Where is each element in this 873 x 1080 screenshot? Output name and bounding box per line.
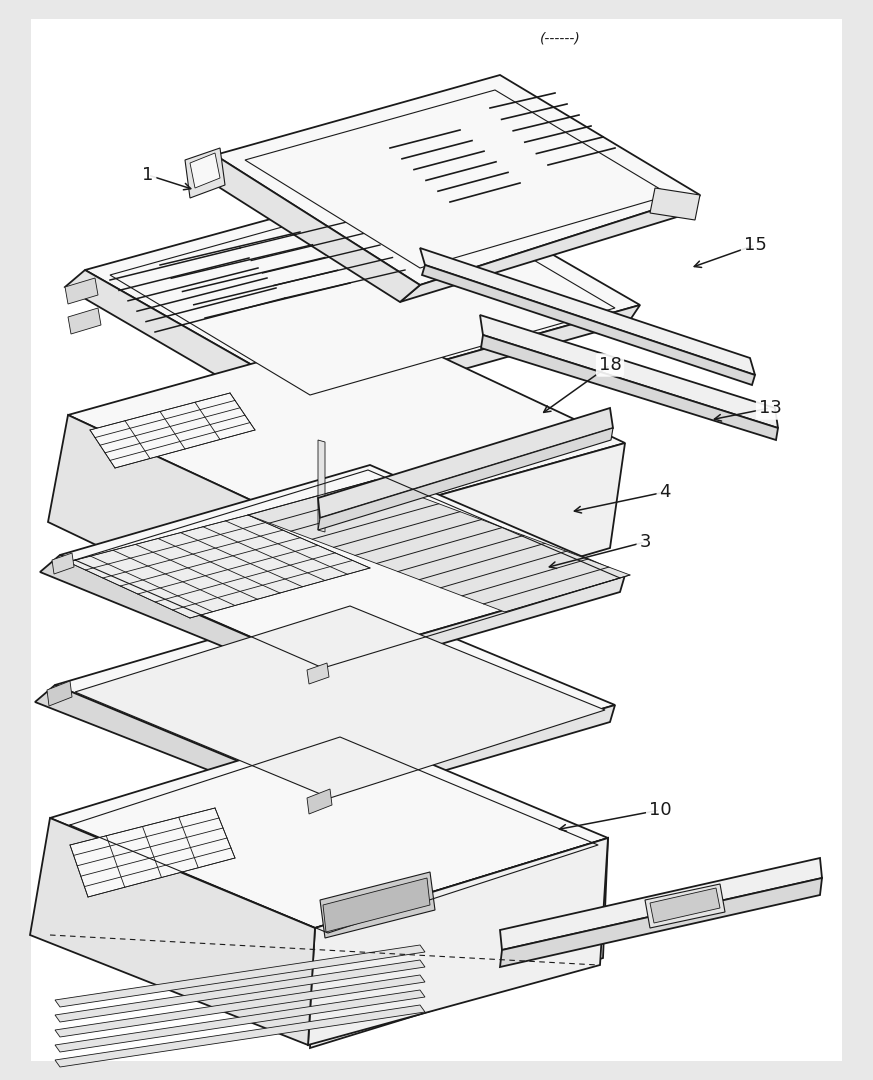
Polygon shape [320,872,435,939]
Polygon shape [645,885,725,928]
Polygon shape [195,156,420,302]
Text: 13: 13 [759,399,781,417]
Polygon shape [68,308,101,334]
Text: 1: 1 [142,166,154,184]
Polygon shape [65,278,98,303]
Polygon shape [650,888,720,923]
Polygon shape [60,465,625,665]
Text: 3: 3 [639,534,650,551]
Polygon shape [422,265,755,384]
Polygon shape [110,190,615,395]
Polygon shape [55,960,425,1022]
Polygon shape [70,808,235,897]
Polygon shape [480,315,778,428]
Polygon shape [68,328,625,530]
Polygon shape [85,178,640,399]
Polygon shape [323,878,430,932]
Polygon shape [481,335,778,440]
Polygon shape [290,305,640,418]
Polygon shape [500,858,822,950]
Polygon shape [35,685,315,810]
Text: (------): (------) [540,31,581,45]
Polygon shape [308,838,608,1045]
Text: 10: 10 [649,801,671,819]
Polygon shape [190,153,220,188]
Polygon shape [55,975,425,1037]
Polygon shape [75,606,605,798]
Polygon shape [318,408,613,518]
Polygon shape [30,818,315,1045]
Polygon shape [248,480,630,612]
Polygon shape [50,728,608,928]
Polygon shape [318,428,613,530]
Polygon shape [90,393,255,468]
Polygon shape [307,789,332,814]
Polygon shape [310,705,615,810]
Polygon shape [68,515,370,618]
Polygon shape [65,270,310,418]
Polygon shape [295,443,625,640]
Polygon shape [245,90,670,268]
Polygon shape [52,553,74,573]
Polygon shape [310,575,625,681]
Polygon shape [215,75,700,285]
Polygon shape [420,248,755,375]
Text: 15: 15 [744,237,766,254]
Polygon shape [47,681,72,706]
Polygon shape [185,148,225,198]
Polygon shape [310,838,608,1048]
Text: 18: 18 [599,356,622,374]
Polygon shape [400,195,700,302]
Polygon shape [500,878,822,967]
Polygon shape [40,555,315,681]
Polygon shape [55,597,615,793]
Polygon shape [650,188,700,220]
Polygon shape [55,945,425,1007]
Polygon shape [55,1005,425,1067]
Polygon shape [48,415,315,640]
Text: 4: 4 [659,483,670,501]
Polygon shape [318,440,325,532]
Polygon shape [55,990,425,1052]
Polygon shape [307,663,329,684]
